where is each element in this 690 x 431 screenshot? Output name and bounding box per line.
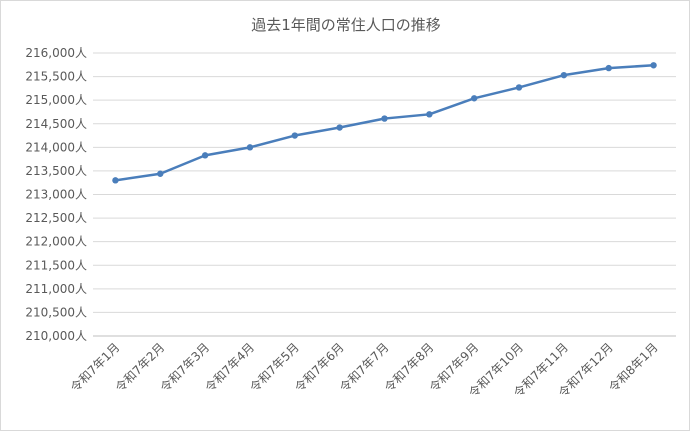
data-point	[515, 84, 523, 91]
data-point	[650, 62, 657, 69]
y-tick-label: 216,000人	[25, 46, 87, 60]
y-tick-label: 215,000人	[25, 93, 87, 107]
data-point	[560, 71, 568, 79]
y-tick-label: 213,500人	[25, 164, 87, 178]
series-line	[115, 64, 654, 182]
data-point	[112, 177, 119, 184]
chart-title: 過去1年間の常住人口の推移	[251, 16, 441, 34]
data-point	[470, 95, 478, 102]
data-point	[246, 144, 254, 151]
y-tick-label: 210,500人	[25, 305, 87, 319]
y-tick-label: 212,500人	[25, 211, 87, 225]
data-point	[201, 152, 209, 159]
y-tick-label: 214,000人	[25, 140, 87, 154]
y-tick-label: 214,500人	[25, 117, 87, 131]
x-tick-label: 令和8年1月	[605, 340, 660, 395]
data-point	[291, 132, 299, 139]
data-point	[336, 124, 343, 131]
y-tick-label: 213,000人	[25, 188, 87, 202]
data-point	[381, 115, 388, 122]
y-tick-label: 211,500人	[25, 258, 87, 272]
data-point	[605, 64, 612, 72]
data-point	[157, 170, 164, 177]
data-point	[426, 111, 433, 118]
y-tick-label: 211,000人	[25, 282, 87, 296]
y-tick-label: 215,500人	[25, 70, 87, 84]
y-tick-label: 210,000人	[25, 329, 87, 343]
y-tick-label: 212,000人	[25, 235, 87, 249]
